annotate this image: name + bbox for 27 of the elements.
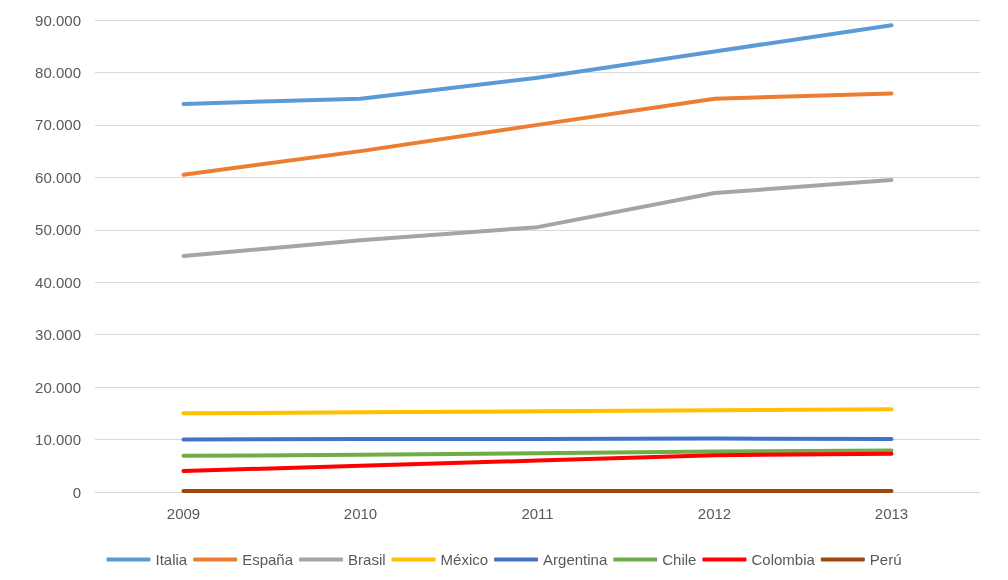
y-tick-label: 0: [72, 483, 81, 501]
y-tick-label: 40.000: [35, 273, 81, 291]
line-series: [181, 91, 894, 177]
x-tick-label: 2009: [166, 505, 201, 522]
x-tick-label: 2012: [697, 505, 732, 522]
legend-label: Perú: [869, 551, 902, 568]
legend-label: México: [440, 551, 489, 568]
y-tick-label: 90.000: [35, 11, 81, 29]
line-series: [181, 177, 894, 258]
legend-label: España: [242, 551, 294, 568]
y-tick-label: 70.000: [35, 116, 81, 134]
line-series: [181, 451, 894, 474]
x-tick-label: 2011: [521, 505, 554, 522]
y-tick-label: 30.000: [35, 326, 81, 344]
legend-label: Italia: [155, 551, 188, 568]
y-tick-label: 50.000: [35, 221, 81, 239]
x-tick-label: 2013: [874, 505, 909, 522]
y-tick-label: 80.000: [35, 63, 81, 81]
legend-label: Chile: [662, 551, 697, 568]
legend-label: Argentina: [543, 551, 608, 568]
y-tick-label: 10.000: [35, 431, 81, 449]
line-series: [181, 23, 894, 106]
legend-label: Colombia: [751, 551, 816, 568]
y-tick-label: 60.000: [35, 168, 81, 186]
y-tick-label: 20.000: [35, 378, 81, 396]
x-tick-label: 2010: [343, 505, 378, 522]
legend-label: Brasil: [348, 551, 386, 568]
